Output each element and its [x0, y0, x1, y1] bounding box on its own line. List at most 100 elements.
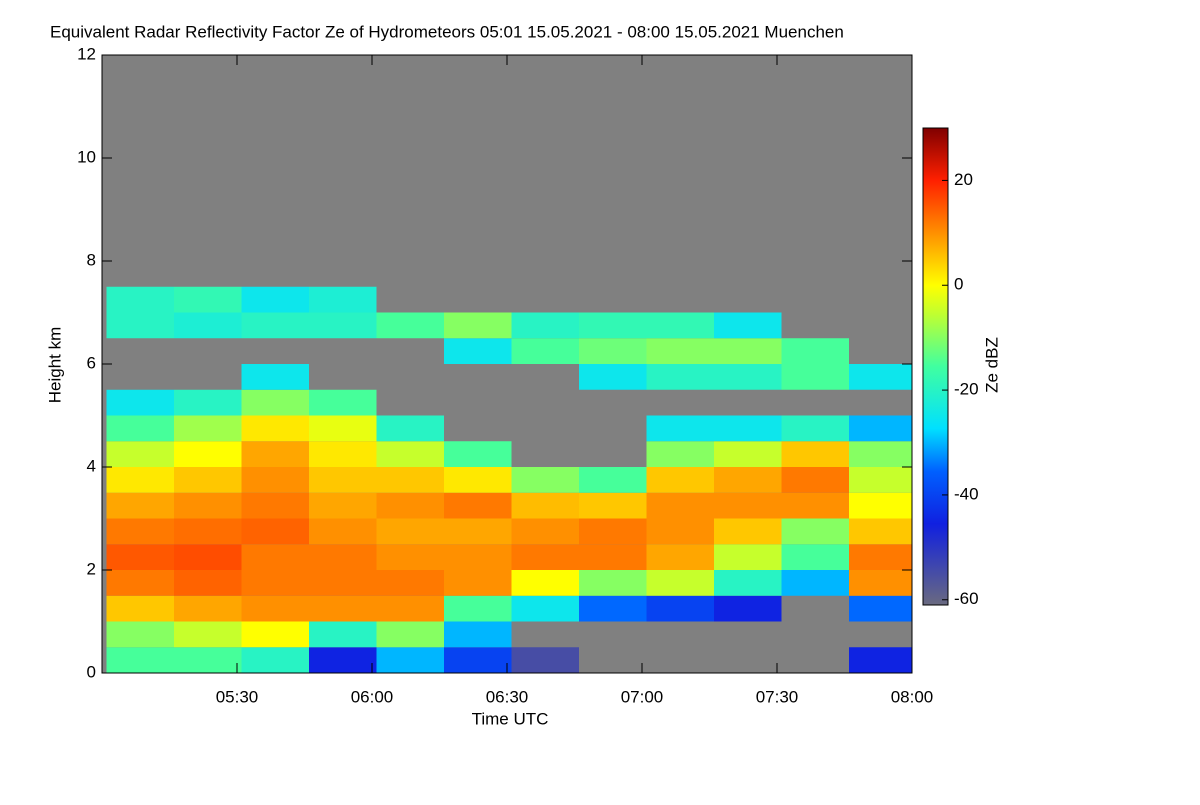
- heatmap-cell: [781, 518, 849, 545]
- heatmap-cell: [849, 518, 912, 545]
- heatmap-cell: [309, 389, 377, 416]
- y-tick-label: 8: [87, 250, 96, 269]
- heatmap-cell: [781, 338, 849, 364]
- heatmap-cell: [781, 570, 849, 596]
- y-tick-label: 0: [87, 662, 96, 681]
- heatmap-cell: [646, 595, 714, 622]
- heatmap-cell: [309, 570, 377, 596]
- heatmap-cell: [241, 312, 309, 339]
- x-tick-label: 06:00: [351, 687, 394, 706]
- heatmap-cell: [444, 621, 512, 648]
- heatmap-cell: [579, 312, 647, 339]
- heatmap-cell: [781, 415, 849, 442]
- heatmap-cell: [579, 364, 647, 390]
- heatmap-cell: [174, 518, 242, 545]
- heatmap-cell: [174, 595, 242, 622]
- heatmap-cell: [781, 492, 849, 519]
- heatmap-cell: [241, 518, 309, 545]
- heatmap-cell: [646, 338, 714, 364]
- heatmap-cell: [444, 467, 512, 493]
- heatmap-cell: [849, 647, 912, 673]
- heatmap-cell: [511, 467, 579, 493]
- heatmap-cell: [579, 595, 647, 622]
- heatmap-cell: [241, 595, 309, 622]
- heatmap-cell: [309, 647, 377, 673]
- heatmap-cell: [511, 518, 579, 545]
- heatmap-cell: [106, 492, 174, 519]
- heatmap-cell: [376, 467, 444, 493]
- heatmap-cell: [309, 544, 377, 570]
- heatmap-cell: [714, 312, 782, 339]
- heatmap-cell: [309, 621, 377, 648]
- heatmap-cell: [376, 441, 444, 467]
- heatmap-cell: [646, 415, 714, 442]
- heatmap-cell: [376, 312, 444, 339]
- heatmap-cell: [106, 518, 174, 545]
- heatmap-cell: [646, 570, 714, 596]
- heatmap-cell: [309, 492, 377, 519]
- heatmap-cell: [174, 570, 242, 596]
- heatmap-cell: [106, 467, 174, 493]
- heatmap-cell: [849, 364, 912, 390]
- heatmap-cell: [106, 312, 174, 339]
- y-tick-label: 4: [87, 456, 96, 475]
- colorbar-tick-label: -20: [954, 380, 979, 399]
- heatmap-cell: [376, 570, 444, 596]
- heatmap-cell: [174, 312, 242, 339]
- heatmap-cell: [241, 286, 309, 313]
- heatmap-cell: [309, 518, 377, 545]
- heatmap-cell: [511, 544, 579, 570]
- x-tick-label: 06:30: [486, 687, 529, 706]
- heatmap-cell: [106, 544, 174, 570]
- heatmap-cell: [241, 415, 309, 442]
- heatmap-cell: [781, 364, 849, 390]
- colorbar-tick-label: -40: [954, 484, 979, 503]
- heatmap-cell: [174, 441, 242, 467]
- heatmap-cell: [444, 595, 512, 622]
- heatmap-cell: [511, 312, 579, 339]
- heatmap-cell: [444, 312, 512, 339]
- x-tick-label: 05:30: [216, 687, 259, 706]
- heatmap-cell: [714, 492, 782, 519]
- heatmap-cell: [174, 492, 242, 519]
- heatmap-cell: [106, 415, 174, 442]
- heatmap-cell: [579, 338, 647, 364]
- heatmap-cell: [714, 570, 782, 596]
- heatmap-cell: [309, 441, 377, 467]
- y-tick-label: 12: [77, 44, 96, 63]
- y-axis-label: Height km: [45, 327, 64, 404]
- heatmap-cell: [241, 544, 309, 570]
- heatmap-cell: [174, 286, 242, 313]
- heatmap-cell: [849, 492, 912, 519]
- heatmap-cell: [174, 621, 242, 648]
- heatmap-cell: [646, 467, 714, 493]
- heatmap-cell: [511, 492, 579, 519]
- x-tick-label: 08:00: [891, 687, 934, 706]
- heatmap-cell: [241, 621, 309, 648]
- heatmap-cell: [714, 415, 782, 442]
- heatmap-cell: [309, 312, 377, 339]
- heatmap-cell: [106, 595, 174, 622]
- heatmap-cell: [444, 518, 512, 545]
- heatmap-cell: [106, 647, 174, 673]
- heatmap-cell: [376, 492, 444, 519]
- heatmap-cell: [714, 518, 782, 545]
- heatmap-cell: [174, 544, 242, 570]
- heatmap-cell: [106, 389, 174, 416]
- heatmap-cell: [309, 595, 377, 622]
- colorbar-label: Ze dBZ: [982, 337, 1001, 393]
- heatmap-cell: [241, 441, 309, 467]
- colorbar: [922, 127, 949, 606]
- heatmap-cell: [579, 570, 647, 596]
- heatmap-cell: [444, 338, 512, 364]
- heatmap-cell: [849, 415, 912, 442]
- heatmap-cell: [579, 467, 647, 493]
- heatmap-cell: [714, 595, 782, 622]
- heatmap-cell: [646, 544, 714, 570]
- heatmap-cell: [376, 544, 444, 570]
- heatmap-cell: [781, 467, 849, 493]
- heatmap-cell: [646, 441, 714, 467]
- heatmap-cell: [579, 518, 647, 545]
- heatmap-cell: [511, 595, 579, 622]
